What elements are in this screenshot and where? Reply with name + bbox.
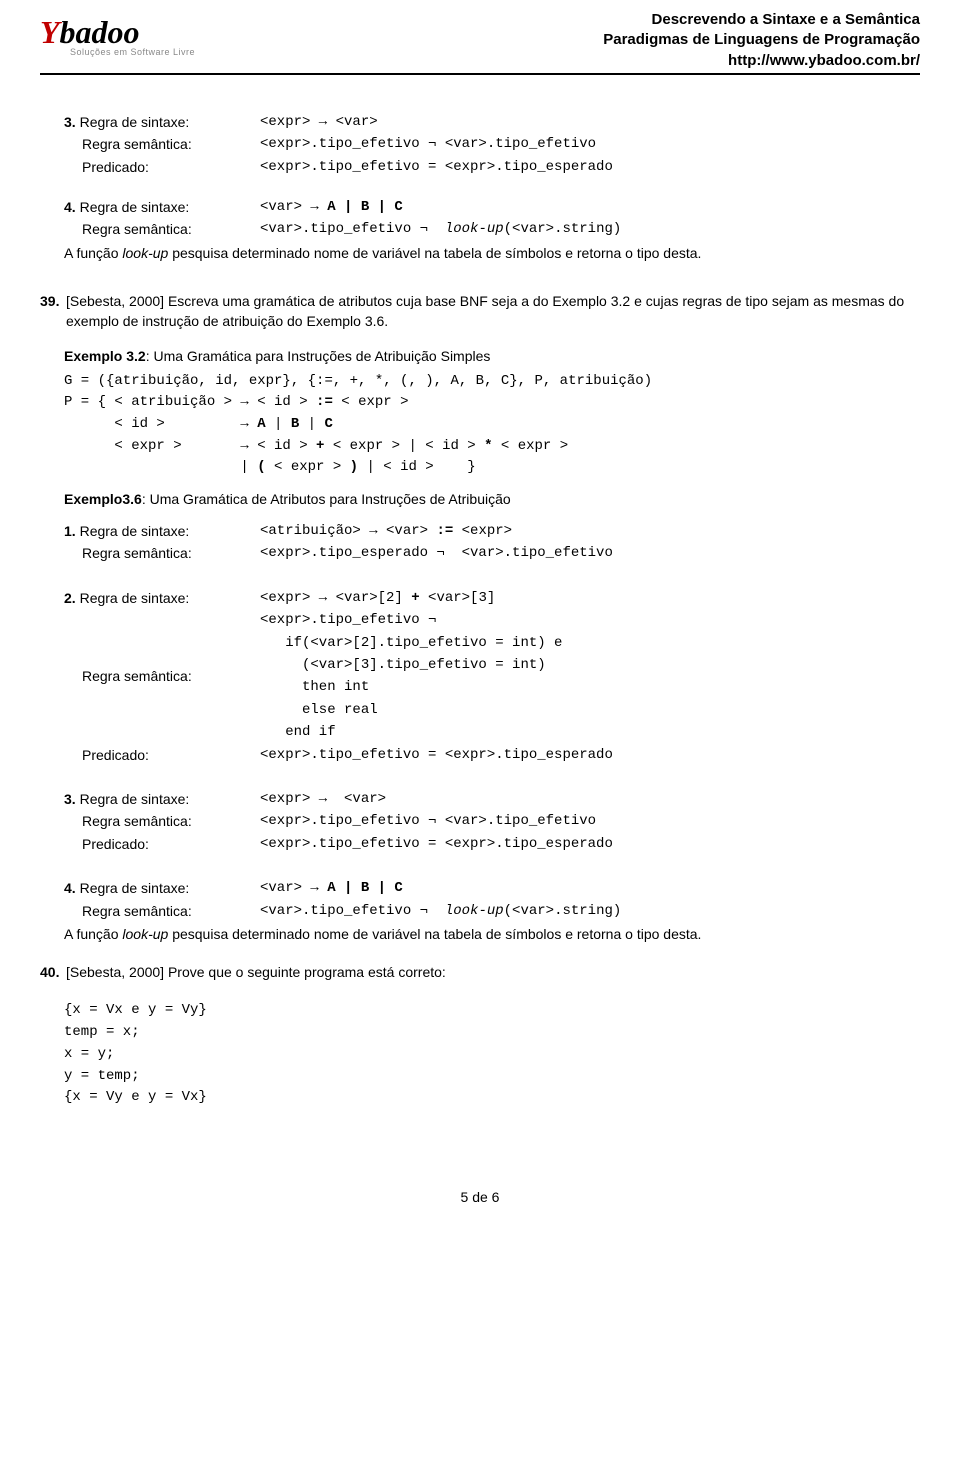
- rule-3: 3. Regra de sintaxe: <expr> → <var> Regr…: [40, 111, 920, 178]
- sub-rule-4-semantic-label: Regra semântica:: [64, 900, 260, 922]
- sub-rule-2-semantic-label: Regra semântica:: [64, 609, 260, 743]
- sub-rule-4: 4. Regra de sintaxe: <var> → A | B | C R…: [40, 877, 920, 944]
- question-39-text: [Sebesta, 2000] Escreva uma gramática de…: [66, 291, 920, 332]
- logo-letter: Y: [40, 14, 60, 50]
- question-39: 39. [Sebesta, 2000] Escreva uma gramátic…: [40, 291, 920, 332]
- logo-rest: badoo: [60, 14, 140, 50]
- sub-rule-4-syntax-code: <var> → A | B | C: [260, 877, 621, 899]
- sub-rule-2-predicate-label: Predicado:: [64, 744, 260, 766]
- question-40-text: [Sebesta, 2000] Prove que o seguinte pro…: [66, 962, 920, 982]
- sub-rule-3-syntax-label: 3. Regra de sintaxe:: [64, 788, 260, 810]
- question-40: 40. [Sebesta, 2000] Prove que o seguinte…: [40, 962, 920, 982]
- rule-3-predicate-code: <expr>.tipo_efetivo = <expr>.tipo_espera…: [260, 156, 613, 178]
- sub-rule-1-semantic-label: Regra semântica:: [64, 542, 260, 564]
- sub-rule-4-description: A função look-up pesquisa determinado no…: [64, 924, 920, 944]
- header-line-2: Paradigmas de Linguagens de Programação: [603, 30, 920, 50]
- rule-3-syntax-label: 3. Regra de sintaxe:: [64, 111, 260, 133]
- sub-rule-1-syntax-label: 1. Regra de sintaxe:: [64, 520, 260, 542]
- sub-rule-2-syntax-label: 2. Regra de sintaxe:: [64, 587, 260, 609]
- sub-rule-3-semantic-code: <expr>.tipo_efetivo ¬ <var>.tipo_efetivo: [260, 810, 613, 832]
- rule-3-semantic-code: <expr>.tipo_efetivo ¬ <var>.tipo_efetivo: [260, 133, 613, 155]
- header-line-3: http://www.ybadoo.com.br/: [603, 51, 920, 71]
- sub-rule-3-predicate-code: <expr>.tipo_efetivo = <expr>.tipo_espera…: [260, 833, 613, 855]
- sub-rule-4-semantic-code: <var>.tipo_efetivo ¬ look-up(<var>.strin…: [260, 900, 621, 922]
- sub-rule-2-semantic-code: <expr>.tipo_efetivo ¬ if(<var>[2].tipo_e…: [260, 609, 613, 743]
- sub-rule-3: 3. Regra de sintaxe: <expr> → <var> Regr…: [64, 788, 613, 855]
- sub-rule-3-semantic-label: Regra semântica:: [64, 810, 260, 832]
- sub-rule-2-syntax-code: <expr> → <var>[2] + <var>[3]: [260, 587, 613, 609]
- question-39-number: 39.: [40, 291, 66, 332]
- rule-4-syntax-label: 4. Regra de sintaxe:: [64, 196, 260, 218]
- question-40-code: {x = Vx e y = Vy} temp = x; x = y; y = t…: [64, 1000, 920, 1108]
- logo-text: Ybadoo: [40, 14, 195, 51]
- header-line-1: Descrevendo a Sintaxe e a Semântica: [603, 10, 920, 30]
- page-footer: 5 de 6: [40, 1189, 920, 1205]
- example-3-2-code: G = ({atribuição, id, expr}, {:=, +, *, …: [64, 371, 920, 479]
- sub-rule-1: 1. Regra de sintaxe: <atribuição> → <var…: [64, 520, 613, 565]
- rule-4-syntax-code: <var> → A | B | C: [260, 196, 621, 218]
- question-40-number: 40.: [40, 962, 66, 982]
- rule-3-semantic-label: Regra semântica:: [64, 133, 260, 155]
- rule-4: 4. Regra de sintaxe: <var> → A | B | C R…: [40, 196, 920, 263]
- sub-rule-2: 2. Regra de sintaxe: <expr> → <var>[2] +…: [64, 587, 613, 766]
- sub-rule-1-syntax-code: <atribuição> → <var> := <expr>: [260, 520, 613, 542]
- rule-4-semantic-code: <var>.tipo_efetivo ¬ look-up(<var>.strin…: [260, 218, 621, 240]
- sub-rule-2-predicate-code: <expr>.tipo_efetivo = <expr>.tipo_espera…: [260, 744, 613, 766]
- rule-4-semantic-label: Regra semântica:: [64, 218, 260, 240]
- sub-rule-3-predicate-label: Predicado:: [64, 833, 260, 855]
- sub-rule-3-syntax-code: <expr> → <var>: [260, 788, 613, 810]
- rule-3-predicate-label: Predicado:: [64, 156, 260, 178]
- example-3-2-title: Exemplo 3.2: Uma Gramática para Instruçõ…: [64, 346, 920, 367]
- header-text: Descrevendo a Sintaxe e a Semântica Para…: [603, 10, 920, 71]
- example-3-6-title: Exemplo3.6: Uma Gramática de Atributos p…: [64, 489, 920, 510]
- sub-rule-1-semantic-code: <expr>.tipo_esperado ¬ <var>.tipo_efetiv…: [260, 542, 613, 564]
- logo: Ybadoo Soluções em Software Livre: [40, 10, 195, 57]
- rule-4-description: A função look-up pesquisa determinado no…: [64, 243, 920, 263]
- sub-rule-4-syntax-label: 4. Regra de sintaxe:: [64, 877, 260, 899]
- page-header: Ybadoo Soluções em Software Livre Descre…: [40, 0, 920, 75]
- rule-3-syntax-code: <expr> → <var>: [260, 111, 613, 133]
